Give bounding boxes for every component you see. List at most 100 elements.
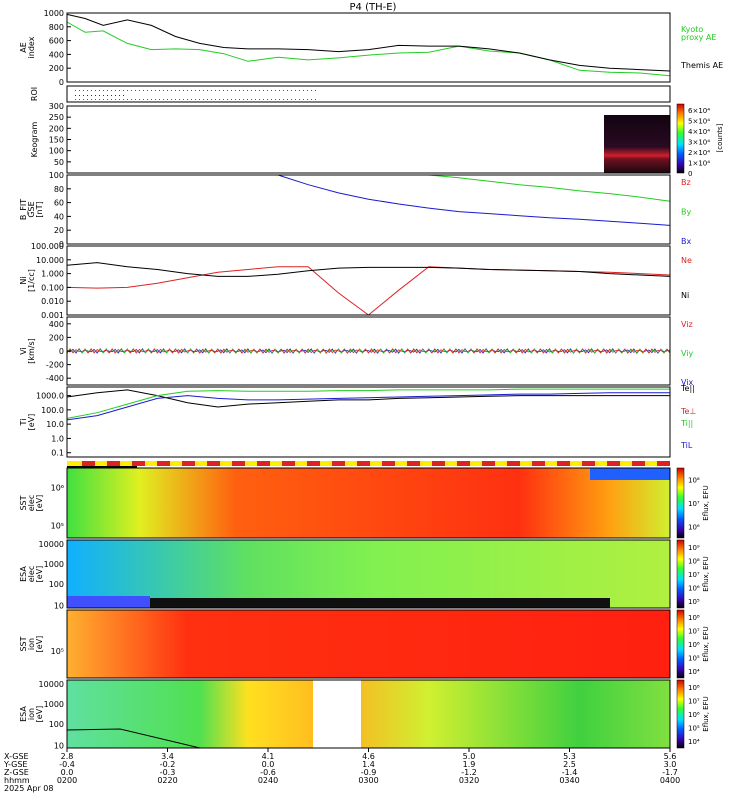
roi-dot: [223, 90, 224, 91]
colorbar-tick: 0: [688, 170, 692, 178]
x-tick-label: 1.9: [463, 760, 476, 769]
roi-dot: [219, 90, 220, 91]
y-axis-label: elec: [27, 495, 36, 511]
roi-dot: [151, 90, 152, 91]
legend-entry: Viz: [681, 320, 693, 329]
roi-dot: [83, 90, 84, 91]
roi-dot: [183, 90, 184, 91]
roi-dot: [167, 90, 168, 91]
x-tick-label: -0.2: [160, 760, 176, 769]
y-tick-label: 0: [59, 240, 64, 249]
y-axis-label: [km/s]: [27, 338, 36, 364]
roi-dot: [203, 99, 204, 100]
roi-dot: [119, 95, 120, 96]
axis-row-label: X-GSE: [4, 752, 29, 761]
y-tick-label: 1000: [44, 560, 64, 569]
roi-dot: [183, 99, 184, 100]
roi-dot: [123, 95, 124, 96]
roi-dot: [143, 90, 144, 91]
roi-dot: [79, 95, 80, 96]
colorbar-tick: 10⁸: [688, 614, 700, 622]
roi-dot: [295, 90, 296, 91]
colorbar-tick: 10⁴: [688, 738, 700, 746]
y-tick-label: 100: [49, 171, 64, 180]
ti-panel: [66, 386, 671, 458]
y-tick-label: 10.0: [46, 420, 64, 429]
flag-segment: [557, 461, 570, 466]
flag-segment: [332, 461, 345, 466]
legend-entry: Ni: [681, 291, 689, 300]
roi-dot: [179, 99, 180, 100]
legend-entry: proxy AE: [681, 33, 716, 42]
roi-dot: [271, 99, 272, 100]
roi-dot: [271, 90, 272, 91]
y-tick-label: 600: [49, 37, 64, 46]
roi-dot: [175, 90, 176, 91]
roi-panel: [66, 85, 671, 103]
flag-segment: [207, 461, 220, 466]
y-axis-label: [eV]: [35, 636, 44, 653]
roi-dot: [267, 99, 268, 100]
roi-dot: [187, 99, 188, 100]
series-line: [66, 728, 201, 749]
esa-electron-spectrogram-frame: [66, 539, 671, 609]
ae-panel: [66, 12, 671, 83]
roi-dot: [95, 90, 96, 91]
roi-dot: [151, 99, 152, 100]
colorbar-tick: 10⁵: [688, 598, 700, 606]
colorbar-tick: 10⁷: [688, 627, 700, 635]
x-tick-label: 5.6: [664, 752, 677, 761]
roi-dot: [147, 99, 148, 100]
flag-segment: [632, 461, 645, 466]
y-axis-label: Ti: [19, 419, 28, 427]
y-tick-label: 400: [49, 320, 64, 329]
x-tick-label: 4.6: [362, 752, 375, 761]
roi-dot: [87, 90, 88, 91]
roi-dot: [211, 99, 212, 100]
x-tick-label: -1.4: [562, 768, 578, 777]
y-tick-label: 10000: [39, 540, 64, 549]
roi-dot: [239, 99, 240, 100]
y-tick-label: 0.010: [41, 297, 64, 306]
y-axis-label: Keogram: [30, 121, 39, 157]
series-line: [428, 174, 671, 202]
y-tick-label: 250: [49, 113, 64, 122]
roi-dot: [103, 95, 104, 96]
colorbar: [676, 609, 685, 679]
x-tick-label: 5.0: [463, 752, 476, 761]
x-tick-label: -0.4: [59, 760, 75, 769]
y-axis-label: SST: [19, 495, 28, 510]
x-tick-label: 0320: [459, 776, 479, 785]
figure-title: P4 (TH-E): [350, 2, 397, 13]
esa-ion-spectrogram: [67, 680, 670, 748]
y-tick-label: 50: [54, 158, 64, 167]
colorbar-tick: 10⁷: [688, 697, 700, 705]
y-tick-label: 1000: [44, 700, 64, 709]
y-axis-label: ESA: [19, 566, 28, 582]
x-tick-label: 2.8: [61, 752, 74, 761]
roi-dot: [91, 90, 92, 91]
y-tick-label: 100: [49, 580, 64, 589]
x-tick-label: 0340: [559, 776, 579, 785]
roi-dot: [235, 90, 236, 91]
flag-segment: [157, 461, 170, 466]
x-tick-label: -0.9: [361, 768, 377, 777]
x-tick-label: -0.3: [160, 768, 176, 777]
roi-dot: [291, 90, 292, 91]
roi-dot: [231, 99, 232, 100]
x-tick-label: 0240: [258, 776, 278, 785]
roi-dot: [115, 95, 116, 96]
colorbar-label: Eflux, EFU: [702, 626, 710, 661]
roi-dot: [307, 90, 308, 91]
roi-dot: [207, 99, 208, 100]
date-label: 2025 Apr 08: [4, 784, 53, 793]
flag-segment: [607, 461, 620, 466]
roi-dot: [315, 99, 316, 100]
x-tick-label: 1.4: [362, 760, 375, 769]
y-tick-label: 0.100: [41, 283, 64, 292]
roi-dot: [171, 99, 172, 100]
sst-electron-spectrogram-frame: [66, 467, 671, 539]
roi-dot: [143, 99, 144, 100]
y-axis-label: SST: [19, 636, 28, 651]
legend-entry: Themis AE: [680, 61, 723, 70]
